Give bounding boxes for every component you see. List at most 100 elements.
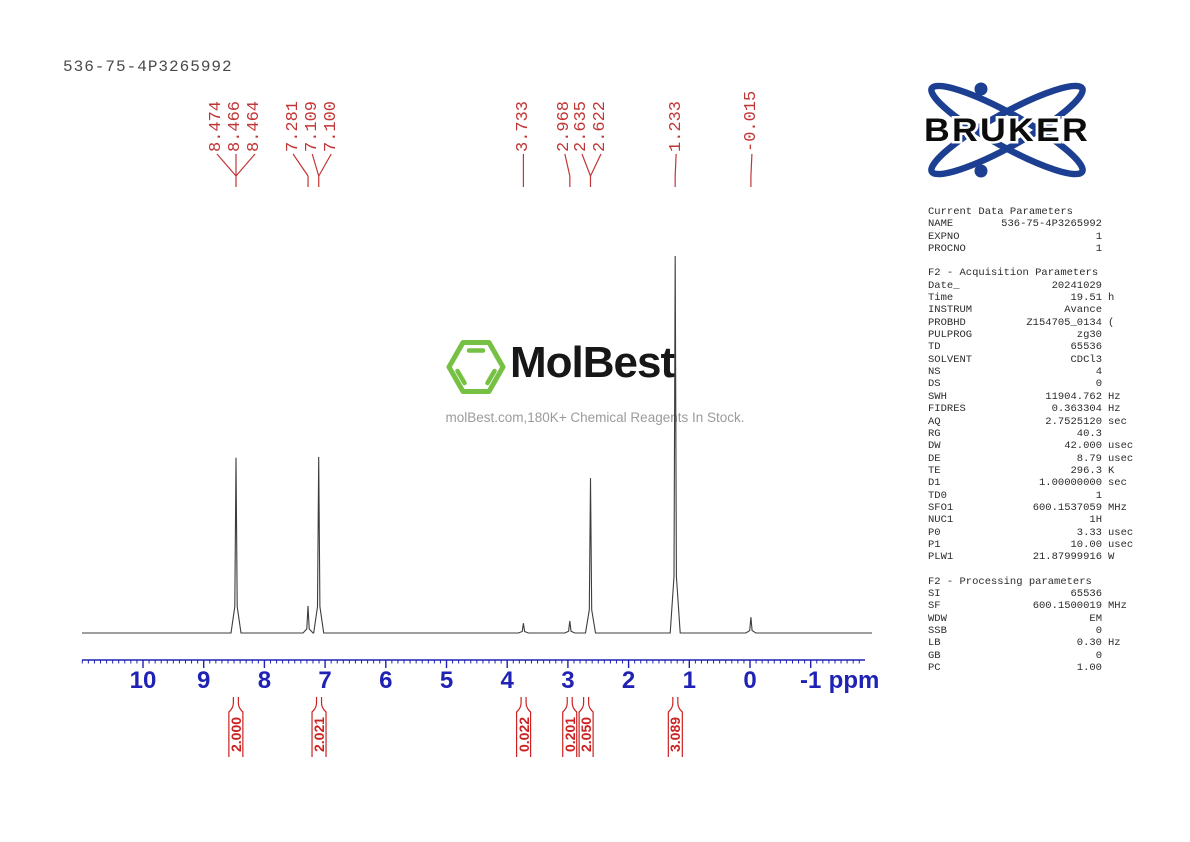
param-name: WDW xyxy=(928,612,947,625)
param-name: SSB xyxy=(928,625,947,637)
integral-bracket xyxy=(228,697,234,757)
param-value: 10.00 xyxy=(1070,538,1102,551)
param-name: SFO1 xyxy=(928,501,954,514)
integral-value: 0.201 xyxy=(561,716,578,752)
param-unit xyxy=(1102,341,1142,353)
param-value: 600.1537059 xyxy=(1032,501,1102,514)
param-value: 2.7525120 xyxy=(1045,415,1102,428)
param-row: FIDRES 0.363304 Hz xyxy=(928,403,1142,415)
integral-bracket xyxy=(515,697,522,757)
param-unit: Hz xyxy=(1108,403,1121,416)
param-row: SF 600.1500019 MHz xyxy=(928,600,1142,612)
param-value: 536-75-4P3265992 xyxy=(1001,218,1102,231)
param-unit: W xyxy=(1108,551,1115,564)
param-name: PLW1 xyxy=(928,551,954,564)
param-value: EM xyxy=(1089,612,1102,625)
param-value: 65536 xyxy=(1070,341,1102,354)
param-value: Z154705_0134 xyxy=(1026,316,1102,329)
peak-label-line xyxy=(235,153,256,177)
param-value: 4 xyxy=(1095,366,1102,379)
integral-bracket xyxy=(588,697,594,757)
param-name: PROBHD xyxy=(928,316,966,329)
param-unit xyxy=(1102,514,1142,526)
param-value: 1.00000000 xyxy=(1038,477,1102,490)
peak-label-line xyxy=(216,153,237,177)
params-section-heading: Current Data Parameters xyxy=(928,206,1073,218)
spectrum-trace xyxy=(82,255,872,634)
param-unit xyxy=(1102,354,1142,366)
param-name: INSTRUM xyxy=(928,304,973,317)
param-value: 1 xyxy=(1095,230,1102,243)
peak-ppm-label: 1.233 xyxy=(666,100,686,152)
integral-value: 2.021 xyxy=(311,716,328,752)
integral-bracket xyxy=(667,697,674,757)
param-value: 11904.762 xyxy=(1045,390,1102,403)
param-unit xyxy=(1102,304,1142,316)
param-row: EXPNO 1 xyxy=(928,231,1142,243)
param-row: SSB 0 xyxy=(928,625,1142,637)
param-name: PULPROG xyxy=(928,329,973,342)
param-row: RG 40.3 xyxy=(928,428,1142,440)
param-value: 0 xyxy=(1095,649,1102,662)
param-unit xyxy=(1102,231,1142,243)
param-row: PLW1 21.87999916 W xyxy=(928,551,1142,563)
param-name: PROCNO xyxy=(928,243,966,256)
param-name: D1 xyxy=(928,477,941,490)
param-row: PROCNO 1 xyxy=(928,243,1142,255)
param-name: SI xyxy=(928,587,941,600)
param-name: GB xyxy=(928,649,941,662)
integral-bracket xyxy=(311,697,318,757)
param-name: SOLVENT xyxy=(928,353,973,366)
peak-ppm-label: 3.733 xyxy=(513,100,533,152)
x-axis-tick-label: 4 xyxy=(500,667,514,694)
integral-bracket xyxy=(525,697,532,757)
param-row: WDW EM xyxy=(928,613,1142,625)
param-unit: ( xyxy=(1108,316,1115,329)
param-name: RG xyxy=(928,427,941,440)
bruker-orbits-icon: BRUKER xyxy=(922,82,1091,178)
param-row: INSTRUM Avance xyxy=(928,304,1142,316)
integral-bracket xyxy=(320,697,327,757)
integral-bracket xyxy=(571,697,578,757)
peak-ppm-label: 7.100 xyxy=(321,100,341,152)
param-unit xyxy=(1102,428,1142,440)
watermark-brand: MolBest xyxy=(510,338,675,387)
param-value: 19.51 xyxy=(1070,292,1102,305)
param-name: NS xyxy=(928,366,941,379)
param-row: DW 42.000 usec xyxy=(928,440,1142,452)
param-row: SI 65536 xyxy=(928,588,1142,600)
param-name: AQ xyxy=(928,415,941,428)
param-unit xyxy=(1102,243,1142,255)
param-row: PULPROG zg30 xyxy=(928,329,1142,341)
params-section-gap xyxy=(928,564,1144,576)
param-value: 600.1500019 xyxy=(1032,600,1102,613)
param-value: 0 xyxy=(1095,625,1102,637)
param-unit xyxy=(1102,662,1142,674)
param-row: P1 10.00 usec xyxy=(928,539,1142,551)
param-value: 0 xyxy=(1095,378,1102,391)
param-name: EXPNO xyxy=(928,230,960,243)
integral-value: 2.000 xyxy=(227,716,244,752)
param-value: 0.363304 xyxy=(1051,403,1102,416)
param-row: D1 1.00000000 sec xyxy=(928,477,1142,489)
param-unit: sec xyxy=(1108,477,1127,490)
integral-value: 3.089 xyxy=(667,716,684,752)
params-section-heading: F2 - Acquisition Parameters xyxy=(928,267,1099,280)
param-row: NS 4 xyxy=(928,366,1142,378)
integral-value: 2.050 xyxy=(578,716,595,752)
peak-ppm-label: 8.474 xyxy=(207,100,227,152)
param-unit xyxy=(1102,280,1142,292)
x-axis-tick-label: 8 xyxy=(257,667,272,694)
param-row: PC 1.00 xyxy=(928,662,1142,674)
param-name: TD0 xyxy=(928,489,947,502)
x-axis-tick-label: 9 xyxy=(197,667,211,694)
param-name: DE xyxy=(928,452,941,465)
bruker-wordmark: BRUKER xyxy=(924,112,1090,148)
param-unit: K xyxy=(1108,464,1115,477)
param-name: SF xyxy=(928,600,941,613)
param-row: Date_ 20241029 xyxy=(928,280,1142,292)
param-row: TD 65536 xyxy=(928,341,1142,353)
param-row: SFO1 600.1537059 MHz xyxy=(928,502,1142,514)
peak-label-line xyxy=(750,153,753,177)
param-row: NAME 536-75-4P3265992 xyxy=(928,218,1142,230)
